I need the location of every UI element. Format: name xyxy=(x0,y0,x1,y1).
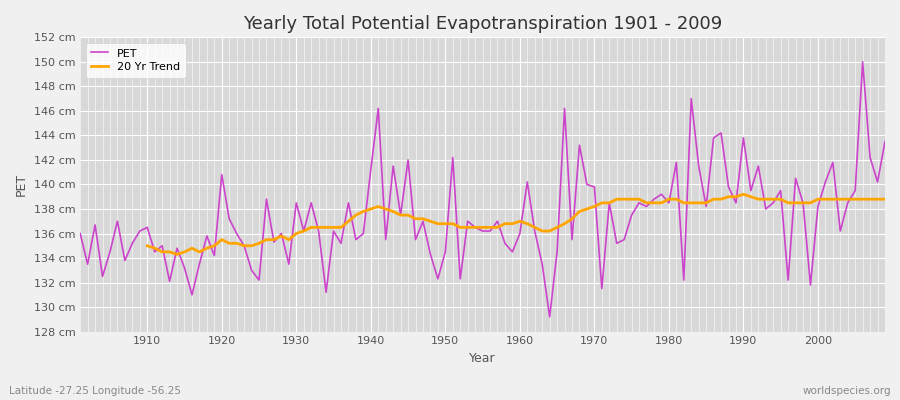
20 Yr Trend xyxy=(835,197,846,202)
PET xyxy=(298,229,309,234)
20 Yr Trend xyxy=(738,192,749,197)
Y-axis label: PET: PET xyxy=(15,173,28,196)
20 Yr Trend xyxy=(529,225,540,230)
20 Yr Trend xyxy=(291,231,302,236)
Text: Latitude -27.25 Longitude -56.25: Latitude -27.25 Longitude -56.25 xyxy=(9,386,181,396)
PET xyxy=(343,200,354,205)
20 Yr Trend xyxy=(857,197,868,202)
PET xyxy=(75,231,86,236)
Line: 20 Yr Trend: 20 Yr Trend xyxy=(148,194,885,254)
PET xyxy=(857,60,868,64)
Legend: PET, 20 Yr Trend: PET, 20 Yr Trend xyxy=(86,43,185,78)
PET xyxy=(544,314,555,319)
20 Yr Trend xyxy=(589,204,599,209)
PET xyxy=(134,229,145,234)
PET xyxy=(879,139,890,144)
Text: worldspecies.org: worldspecies.org xyxy=(803,386,891,396)
20 Yr Trend xyxy=(879,197,890,202)
20 Yr Trend xyxy=(172,252,183,257)
PET xyxy=(515,231,526,236)
20 Yr Trend xyxy=(320,225,331,230)
X-axis label: Year: Year xyxy=(469,352,496,365)
Title: Yearly Total Potential Evapotranspiration 1901 - 2009: Yearly Total Potential Evapotranspiratio… xyxy=(243,15,722,33)
PET xyxy=(611,241,622,246)
Line: PET: PET xyxy=(80,62,885,317)
PET xyxy=(507,250,517,254)
20 Yr Trend xyxy=(142,243,153,248)
